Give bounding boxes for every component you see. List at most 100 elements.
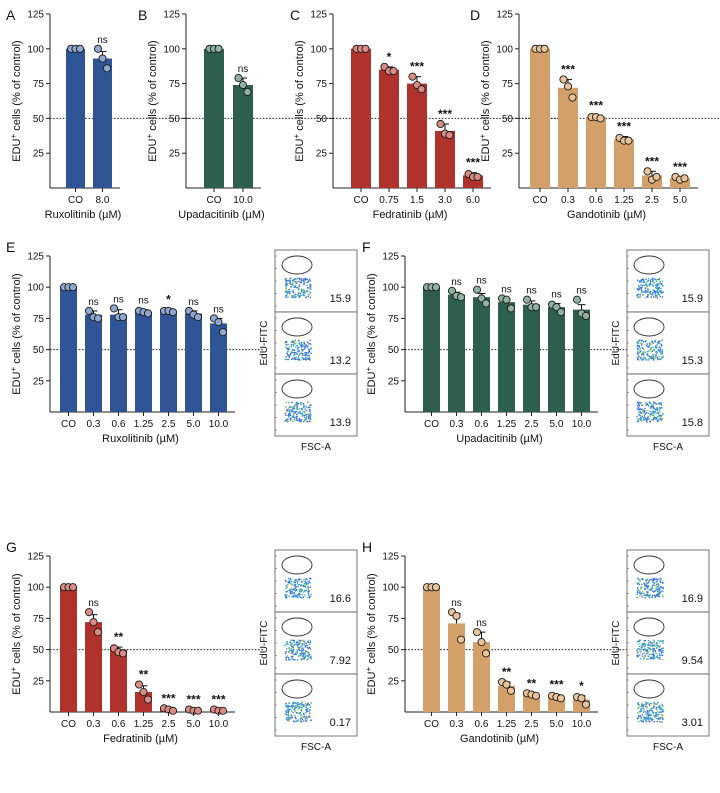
flow-event (300, 649, 303, 652)
flow-event (637, 712, 639, 714)
flow-event (644, 358, 647, 361)
flow-event (302, 293, 305, 296)
flow-event (641, 583, 643, 586)
x-tick-label: 0.3 (450, 719, 464, 730)
flow-event (656, 642, 658, 645)
bar-0.3 (558, 87, 578, 188)
data-point (540, 44, 549, 53)
flow-event (306, 717, 308, 719)
flow-event (300, 288, 303, 290)
flow-event (310, 421, 312, 423)
data-point (522, 295, 532, 304)
flow-event (642, 720, 645, 723)
flow-event (290, 708, 292, 711)
flow-event (638, 296, 641, 298)
flow-event (638, 648, 641, 650)
flow-event (304, 346, 307, 348)
flow-event (289, 277, 292, 280)
data-point (75, 44, 85, 53)
y-axis-label-main: EDU (11, 138, 23, 161)
flow-event (307, 592, 310, 594)
flow-event (299, 420, 302, 422)
x-tick-label: CO (61, 719, 76, 730)
flow-event (645, 579, 647, 582)
flow-event (650, 645, 652, 647)
flow-event (296, 705, 299, 708)
flow-event (290, 639, 292, 642)
flow-event (291, 706, 294, 709)
flow-event (289, 593, 292, 595)
flow-event (304, 358, 306, 361)
y-tick-label: 100 (163, 44, 180, 55)
flow-event (308, 358, 310, 361)
flow-event (661, 280, 664, 283)
flow-event (287, 420, 290, 422)
data-point (452, 611, 461, 620)
flow-event (657, 342, 660, 344)
y-axis-label-rest: cells (% of control) (294, 40, 306, 134)
flow-event (657, 701, 659, 704)
flow-event (289, 346, 291, 348)
flow-event (292, 416, 295, 419)
flow-event (293, 592, 296, 594)
flow-event (300, 642, 302, 645)
flow-event (309, 292, 312, 294)
flow-event (298, 703, 300, 706)
flow-event (287, 280, 289, 282)
flow-event (304, 408, 307, 410)
flow-event (307, 354, 309, 357)
flow-event (638, 286, 641, 289)
flow-event (648, 714, 650, 716)
flow-event (302, 712, 305, 715)
flow-event (307, 701, 309, 704)
flow-event (309, 339, 312, 342)
flow-event (289, 417, 291, 420)
flow-event (639, 347, 641, 350)
y-axis-label-rest: cells (% of control) (11, 273, 23, 367)
data-point (431, 583, 441, 592)
flow-event (295, 342, 298, 345)
flow-event (658, 589, 660, 592)
flow-event (639, 719, 642, 722)
flow-event (649, 653, 651, 656)
flow-event (307, 596, 309, 599)
flow-event (657, 717, 660, 720)
significance-label: *** (549, 678, 563, 692)
flow-event (298, 353, 301, 356)
flow-event (301, 701, 304, 703)
flow-event (648, 704, 651, 707)
flow-event (293, 641, 296, 644)
flow-event (296, 353, 298, 355)
flow-event (656, 407, 659, 409)
flow-event (643, 414, 646, 417)
data-point (552, 303, 561, 312)
y-tick-label: 25 (33, 676, 45, 687)
flow-event (303, 579, 305, 581)
flow-event (297, 643, 300, 646)
flow-event (655, 417, 658, 420)
flow-event (651, 657, 653, 660)
flow-event (658, 648, 660, 651)
flow-event (661, 355, 663, 358)
flow-event (650, 587, 652, 590)
data-point (84, 608, 94, 617)
flow-event (291, 410, 294, 413)
flow-event (295, 717, 297, 720)
bar-CO (351, 48, 371, 188)
flow-event (301, 580, 304, 583)
flow-event (292, 407, 294, 410)
flow-event (285, 706, 288, 708)
significance-label: *** (673, 160, 687, 174)
x-tick-label: 2.5 (162, 719, 176, 730)
flow-plot-box (274, 311, 358, 375)
flow-event (308, 293, 310, 296)
flow-event (660, 650, 662, 653)
flow-event (661, 718, 664, 721)
y-tick-label: 100 (310, 44, 327, 55)
x-tick-label: 0.3 (87, 719, 101, 730)
flow-event (302, 354, 304, 357)
bar-1.5 (407, 83, 427, 188)
flow-event (297, 702, 299, 704)
flow-event (300, 648, 303, 650)
flow-event (645, 711, 647, 713)
